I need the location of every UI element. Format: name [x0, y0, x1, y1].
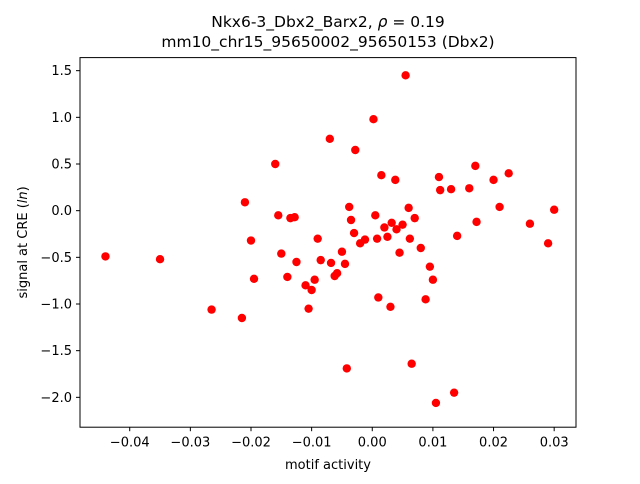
data-point	[386, 302, 395, 311]
x-tick-label: 0.00	[358, 436, 387, 451]
data-point	[398, 220, 407, 229]
y-tick-label: 1.5	[51, 64, 72, 79]
data-point	[434, 172, 444, 182]
data-point	[383, 232, 392, 241]
data-point	[449, 388, 459, 397]
data-point	[374, 293, 383, 302]
x-tick-label: −0.04	[110, 436, 150, 451]
x-tick-label: 0.03	[540, 436, 569, 451]
data-point	[504, 169, 513, 178]
data-point	[277, 249, 286, 258]
y-axis-label: signal at CRE (ln)	[16, 186, 31, 298]
data-point	[380, 223, 389, 232]
data-point	[351, 145, 360, 155]
data-point	[332, 269, 342, 278]
data-point	[428, 275, 438, 284]
x-tick-label: −0.01	[292, 436, 332, 451]
y-tick-label: 1.0	[51, 111, 72, 126]
plot-title: Nkx6-3_Dbx2_Barx2, ρ = 0.19	[211, 13, 445, 32]
data-point	[391, 175, 400, 185]
data-point	[292, 257, 301, 267]
data-point	[313, 234, 322, 243]
y-tick-label: −0.5	[40, 251, 72, 266]
data-point	[342, 364, 351, 373]
data-point	[410, 213, 419, 223]
data-point	[326, 258, 336, 268]
data-point	[395, 248, 404, 257]
data-point	[310, 275, 319, 284]
data-point	[360, 235, 370, 244]
data-point	[435, 185, 445, 195]
data-point	[489, 175, 498, 185]
data-point	[304, 304, 313, 313]
data-point	[372, 234, 382, 243]
data-point	[495, 202, 504, 212]
data-point	[340, 259, 350, 269]
y-tick-label: 0.0	[51, 204, 72, 219]
data-point	[416, 243, 425, 253]
x-tick-label: −0.03	[170, 436, 210, 451]
data-point	[369, 115, 378, 124]
data-point	[301, 281, 310, 290]
data-point	[425, 262, 435, 271]
data-point	[325, 134, 335, 143]
data-point	[345, 202, 354, 212]
plot-subtitle: mm10_chr15_95650002_95650153 (Dbx2)	[161, 33, 494, 52]
data-point	[404, 203, 413, 213]
data-point	[101, 252, 110, 261]
y-tick-label: −1.0	[40, 298, 72, 313]
y-tick-label: 0.5	[51, 158, 72, 173]
data-point	[240, 198, 250, 207]
points-layer	[101, 71, 559, 408]
data-point	[471, 161, 480, 171]
data-point	[237, 313, 247, 323]
x-axis-label: motif activity	[285, 458, 371, 473]
data-point	[271, 159, 280, 169]
data-point	[452, 231, 462, 241]
data-point	[421, 295, 430, 304]
ticks-layer: −0.04 −0.03 −0.02 −0.01 0.00 0.01 0.02 0.03 1.5 1…	[40, 64, 568, 451]
data-point	[387, 218, 396, 227]
data-point	[392, 225, 401, 234]
y-tick-label: −1.5	[40, 344, 72, 359]
data-point	[155, 255, 165, 264]
data-point	[307, 285, 316, 295]
x-tick-label: 0.01	[418, 436, 447, 451]
data-point	[316, 255, 325, 265]
data-point	[377, 171, 386, 180]
data-point	[543, 239, 553, 248]
data-point	[337, 247, 347, 256]
y-tick-label: −2.0	[40, 391, 72, 406]
data-point	[371, 211, 380, 220]
data-point	[401, 71, 410, 80]
data-point	[346, 215, 356, 225]
data-point	[283, 272, 292, 282]
x-tick-label: −0.02	[231, 436, 271, 451]
data-point	[472, 217, 481, 227]
data-point	[446, 185, 456, 194]
data-point	[431, 398, 441, 408]
data-point	[246, 236, 256, 245]
data-point	[465, 184, 474, 193]
data-point	[349, 228, 359, 238]
data-point	[290, 213, 299, 222]
data-point	[405, 234, 415, 243]
axes-spines	[79, 57, 577, 428]
data-point	[525, 219, 535, 228]
data-point	[407, 359, 416, 368]
data-point	[549, 205, 559, 214]
data-point	[249, 274, 259, 283]
data-point	[274, 211, 283, 220]
x-tick-label: 0.02	[479, 436, 508, 451]
data-point	[207, 305, 216, 314]
